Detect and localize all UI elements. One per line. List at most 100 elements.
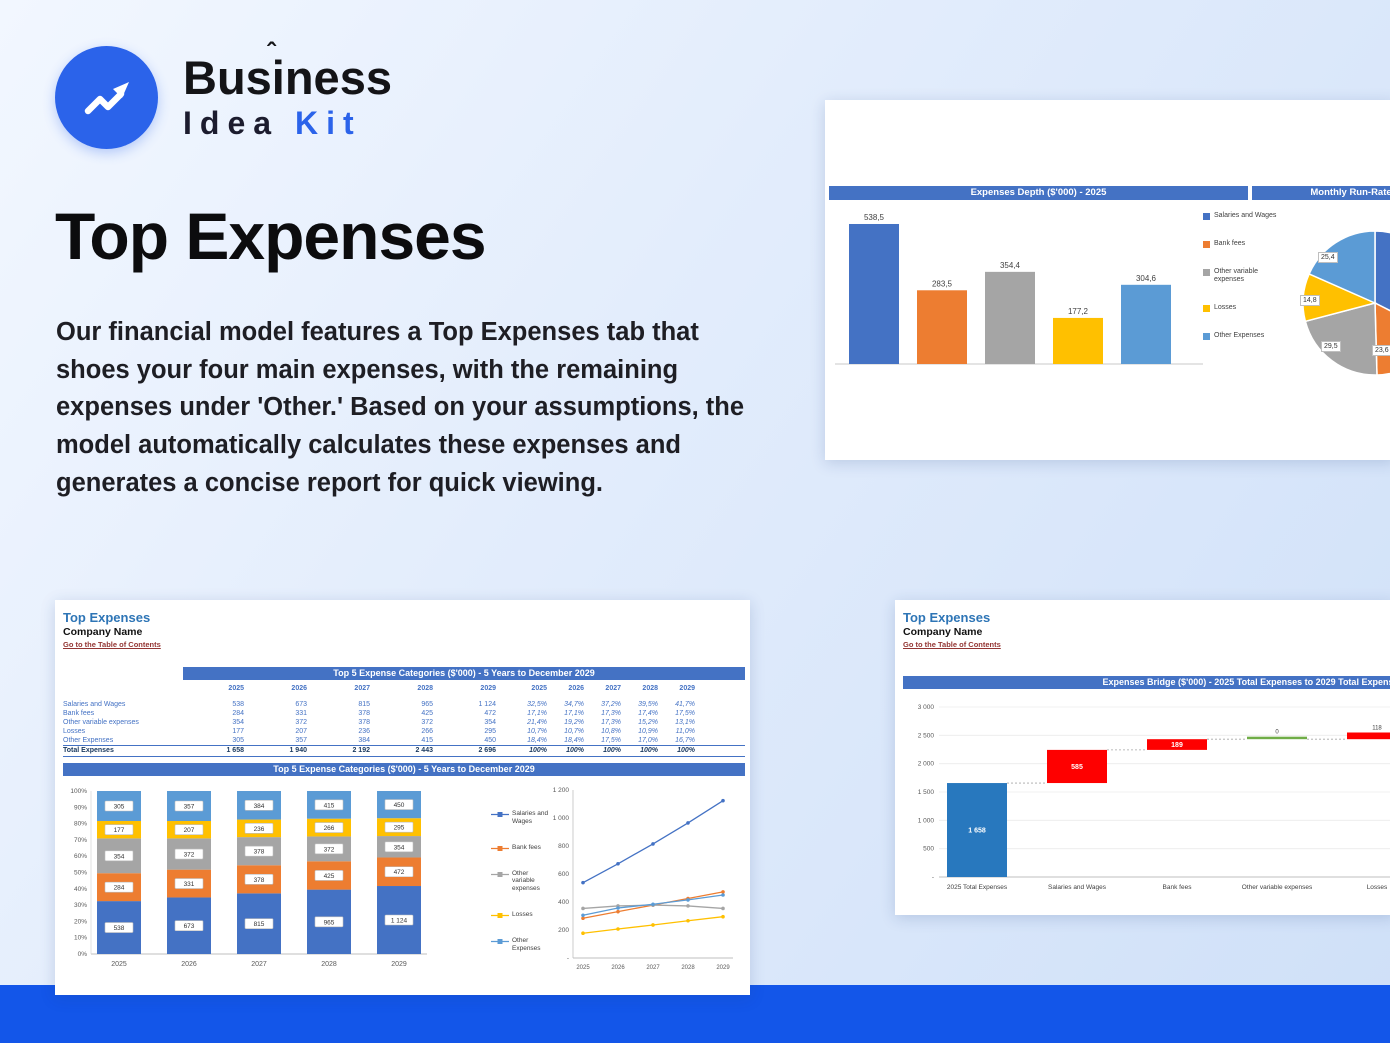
legend-marker xyxy=(491,912,509,918)
hero-description: Our financial model features a Top Expen… xyxy=(56,318,745,497)
svg-text:2029: 2029 xyxy=(391,961,407,968)
svg-text:0%: 0% xyxy=(78,951,88,958)
svg-text:354: 354 xyxy=(114,853,125,860)
svg-text:236: 236 xyxy=(254,826,265,833)
svg-text:585: 585 xyxy=(1071,764,1083,771)
expenses-bridge-card: Top Expenses Company Name Go to the Tabl… xyxy=(895,600,1390,915)
table-row: Bank fees 284 331 378 425 472 17,1% 17,1% 17,3% 1… xyxy=(63,710,695,717)
table-row: Losses 177 207 236 266 295 10,7% 10,7% 10,8% 10,9… xyxy=(63,728,695,735)
legend-marker xyxy=(491,845,509,851)
svg-text:673: 673 xyxy=(184,923,195,930)
svg-text:0: 0 xyxy=(1275,730,1279,736)
svg-text:1 658: 1 658 xyxy=(968,828,986,835)
svg-text:2026: 2026 xyxy=(611,965,625,971)
trend-arrow-icon xyxy=(84,81,129,114)
svg-text:2025: 2025 xyxy=(111,961,127,968)
svg-text:600: 600 xyxy=(558,871,569,878)
svg-text:1 000: 1 000 xyxy=(553,815,570,822)
svg-text:1 500: 1 500 xyxy=(918,789,935,796)
legend-item: Other Expenses xyxy=(1203,332,1287,341)
svg-text:Losses: Losses xyxy=(1367,884,1388,891)
legend-item: Bank fees xyxy=(491,844,551,852)
svg-text:378: 378 xyxy=(254,849,265,856)
svg-text:90%: 90% xyxy=(74,804,87,811)
svg-text:500: 500 xyxy=(923,846,934,853)
toc-link[interactable]: Go to the Table of Contents xyxy=(63,640,161,649)
chart-header: Top 5 Expense Categories ($'000) - 5 Yea… xyxy=(63,763,745,776)
svg-text:425: 425 xyxy=(324,873,335,880)
svg-text:Bank fees: Bank fees xyxy=(1163,884,1193,891)
svg-text:305: 305 xyxy=(114,803,125,810)
svg-text:Salaries and Wages: Salaries and Wages xyxy=(1048,884,1107,891)
svg-text:2029: 2029 xyxy=(716,965,730,971)
bridge-header: Expenses Bridge ($'000) - 2025 Total Exp… xyxy=(903,676,1390,689)
svg-text:284: 284 xyxy=(114,885,125,892)
svg-text:354,4: 354,4 xyxy=(1000,261,1021,270)
svg-text:372: 372 xyxy=(184,852,195,859)
legend-item: Other variable expenses xyxy=(1203,268,1287,284)
svg-text:30%: 30% xyxy=(74,902,87,909)
chart-legend: Salaries and Wages Bank fees Other variabl… xyxy=(1203,212,1287,360)
svg-text:1 000: 1 000 xyxy=(918,817,935,824)
legend-marker xyxy=(491,938,509,944)
legend-marker xyxy=(1203,269,1210,277)
svg-text:177,2: 177,2 xyxy=(1068,307,1089,316)
brand-idea: Idea xyxy=(183,104,280,141)
svg-text:2027: 2027 xyxy=(646,965,660,971)
company-name: Company Name xyxy=(63,626,143,638)
legend-item: Salaries and Wages xyxy=(491,810,551,826)
company-name: Company Name xyxy=(903,626,983,638)
svg-text:415: 415 xyxy=(324,802,335,809)
svg-text:-: - xyxy=(567,955,569,962)
svg-text:200: 200 xyxy=(558,927,569,934)
svg-text:384: 384 xyxy=(254,803,265,810)
svg-text:1 200: 1 200 xyxy=(553,787,570,794)
svg-text:1 124: 1 124 xyxy=(391,918,408,925)
svg-text:378: 378 xyxy=(254,877,265,884)
table-header: Top 5 Expense Categories ($'000) - 5 Yea… xyxy=(183,667,745,680)
pie-slice-label: 23,6 xyxy=(1372,345,1390,356)
svg-text:50%: 50% xyxy=(74,870,87,877)
legend-item: Salaries and Wages xyxy=(1203,212,1287,220)
svg-text:372: 372 xyxy=(324,846,335,853)
sheet-title: Top Expenses xyxy=(63,610,151,625)
svg-text:60%: 60% xyxy=(74,853,87,860)
table-row: Other variable expenses 354 372 378 372 354 21… xyxy=(63,719,695,726)
svg-text:80%: 80% xyxy=(74,821,87,828)
logo[interactable]: Business ˆ Idea Kit xyxy=(55,39,392,149)
expense-table: 2025 2026 2027 2028 2029 2025 2026 2027 2028 2029… xyxy=(63,684,745,757)
legend-item: Losses xyxy=(1203,304,1287,313)
waterfall-chart: - 500 1 000 1 500 2 000 2 500 3 000 1 658 585 189… xyxy=(918,704,1390,891)
pie-slice-label: 14,8 xyxy=(1300,295,1320,306)
svg-text:538,5: 538,5 xyxy=(864,213,885,222)
logo-text: Business ˆ Idea Kit xyxy=(183,39,392,142)
monthly-run-rate-header: Monthly Run-Rate ($'000) - 2025 xyxy=(1252,186,1390,200)
svg-text:3 000: 3 000 xyxy=(918,704,935,711)
legend-item: Bank fees xyxy=(1203,240,1287,249)
expenses-depth-bar-chart: 538,5 283,5 354,4 177,2 304,6 xyxy=(835,213,1203,365)
table-row: Total Expenses 1 658 1 940 2 192 2 443 2 696 1… xyxy=(63,745,745,757)
table-row: Salaries and Wages 538 673 815 965 1 124 32,5%… xyxy=(63,701,695,708)
toc-link[interactable]: Go to the Table of Contents xyxy=(903,640,1001,649)
top5-expenses-card: Top Expenses Company Name Go to the Tabl… xyxy=(55,600,750,995)
svg-text:357: 357 xyxy=(184,803,195,810)
svg-text:40%: 40% xyxy=(74,886,87,893)
legend-item: Losses xyxy=(491,911,551,919)
brand-word: Business xyxy=(183,50,392,104)
logo-icon xyxy=(55,46,158,149)
svg-text:283,5: 283,5 xyxy=(932,279,953,288)
chart-legend: Salaries and Wages Bank fees Other variabl… xyxy=(491,810,551,971)
stacked-bar-chart: 0% 10% 20% 30% 40% 50% 60% 70% 80% 90% 100% 538 284 3… xyxy=(70,788,427,968)
svg-text:189: 189 xyxy=(1171,742,1183,749)
svg-text:472: 472 xyxy=(394,869,405,876)
svg-text:2 000: 2 000 xyxy=(918,761,935,768)
svg-text:2026: 2026 xyxy=(181,961,197,968)
svg-text:20%: 20% xyxy=(74,918,87,925)
page-title: Top Expenses xyxy=(55,199,487,273)
svg-text:100%: 100% xyxy=(70,788,87,795)
line-chart: - 200 400 600 800 1 000 1 200 2025 2026 2027 2028 2… xyxy=(553,787,733,971)
svg-text:295: 295 xyxy=(394,825,405,832)
svg-text:-: - xyxy=(932,874,934,881)
table-row: Other Expenses 305 357 384 415 450 18,4% 18,4% 1… xyxy=(63,737,695,744)
legend-marker xyxy=(491,812,509,817)
